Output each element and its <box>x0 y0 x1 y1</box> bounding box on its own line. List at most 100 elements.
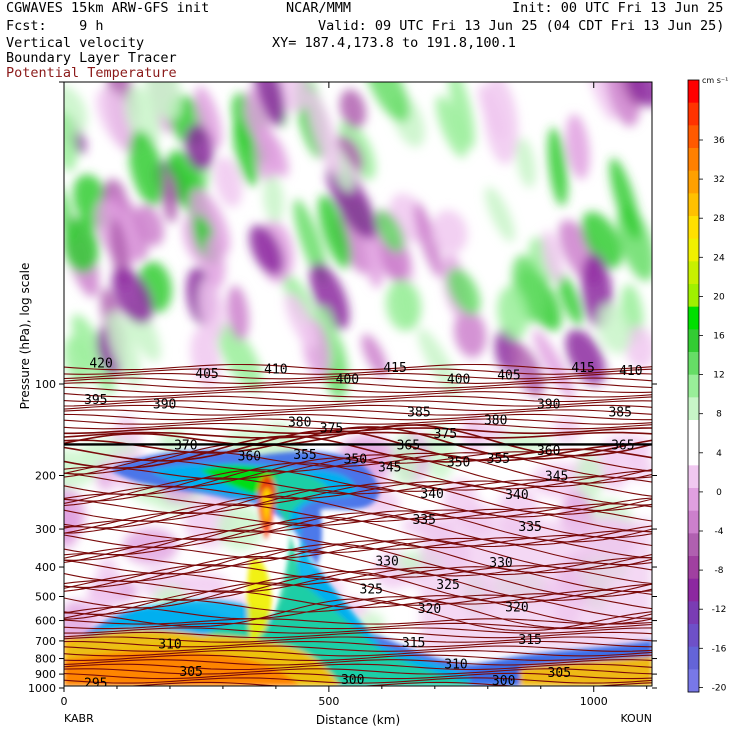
theta-contour <box>64 548 652 582</box>
theta-label-text: 355 <box>487 452 510 467</box>
colorbar-swatch <box>688 533 699 557</box>
theta-label: 400 <box>336 373 359 388</box>
theta-contour <box>64 368 652 375</box>
theta-label-text: 415 <box>571 361 594 376</box>
theta-contour <box>64 512 652 546</box>
theta-contour <box>64 564 652 593</box>
colorbar-swatch <box>688 80 699 104</box>
theta-label: 335 <box>518 520 541 535</box>
colorbar-tick-label: 28 <box>713 214 725 224</box>
theta-label: 295 <box>84 677 107 686</box>
theta-label: 360 <box>537 444 560 459</box>
velocity-cell <box>309 262 350 330</box>
y-tick-label: 1000 <box>28 682 56 695</box>
velocity-cell <box>232 118 259 187</box>
velocity-cell <box>194 86 223 149</box>
velocity-cell <box>485 186 515 242</box>
velocity-cell <box>609 158 641 241</box>
colorbar-swatch <box>688 374 699 398</box>
theta-contour <box>64 645 652 652</box>
velocity-cell <box>227 285 249 341</box>
velocity-cell <box>375 210 405 253</box>
colorbar-tick-label: -8 <box>715 566 724 576</box>
tracer-shade <box>64 463 500 686</box>
x-tick-label: 1000 <box>580 695 608 708</box>
theta-label-text: 320 <box>505 601 528 616</box>
colorbar-swatch <box>688 125 699 149</box>
theta-label-text: 325 <box>360 582 383 597</box>
theta-label-text: 330 <box>489 556 512 571</box>
theta-label: 340 <box>420 487 443 502</box>
theta-contour <box>64 677 652 684</box>
colorbar-tick-label: -20 <box>712 683 727 693</box>
theta-contour <box>64 435 652 469</box>
theta-contour <box>64 426 652 460</box>
theta-label: 385 <box>407 405 430 420</box>
theta-label-text: 405 <box>497 368 520 383</box>
velocity-cell <box>64 218 100 273</box>
velocity-cell <box>64 336 90 385</box>
colorbar-swatch <box>688 624 699 648</box>
theta-contour <box>64 566 652 598</box>
theta-label-text: 420 <box>89 357 112 372</box>
velocity-cell <box>64 84 88 135</box>
colorbar-swatch <box>688 556 699 580</box>
theta-contour <box>64 654 652 661</box>
theta-contour <box>64 672 652 680</box>
theta-label: 375 <box>320 421 343 436</box>
y-tick-label: 700 <box>35 635 56 648</box>
theta-contour <box>64 484 652 518</box>
velocity-cell <box>552 417 581 444</box>
colorbar-swatch <box>688 669 699 693</box>
theta-label-text: 375 <box>434 427 457 442</box>
velocity-cell <box>497 286 529 340</box>
x-tick-label: 500 <box>318 695 339 708</box>
theta-contour <box>64 454 652 488</box>
velocity-cell <box>624 326 652 369</box>
velocity-cell <box>64 449 98 489</box>
theta-label-text: 405 <box>195 367 218 382</box>
velocity-cell <box>447 267 481 315</box>
theta-contour <box>64 595 652 625</box>
theta-contour <box>64 640 652 648</box>
colorbar-tick-label: 8 <box>716 410 722 420</box>
theta-label-text: 320 <box>418 602 441 617</box>
theta-label: 360 <box>238 450 261 465</box>
theta-label-text: 395 <box>84 393 107 408</box>
velocity-cell <box>547 127 568 206</box>
colorbar-swatch <box>688 170 699 194</box>
theta-contour <box>64 462 652 496</box>
theta-contour <box>64 481 652 511</box>
x-axis-label: Distance (km) <box>316 713 400 727</box>
theta-label: 355 <box>487 452 510 467</box>
theta-label-text: 350 <box>344 453 367 468</box>
theta-label: 420 <box>89 357 112 372</box>
theta-label-text: 400 <box>447 373 470 388</box>
theta-label: 315 <box>402 636 425 651</box>
theta-label: 415 <box>571 361 594 376</box>
colorbar-swatch <box>688 102 699 126</box>
theta-contour <box>64 451 652 479</box>
velocity-cell <box>217 323 263 391</box>
colorbar-swatch <box>688 352 699 376</box>
theta-label: 345 <box>545 470 568 485</box>
potential-temperature-contours: 420 405 410 400 415 400 405 415 410 395 390 380 385 3… <box>64 357 652 686</box>
theta-label-text: 315 <box>518 633 541 648</box>
theta-contour <box>64 522 652 556</box>
theta-contour <box>64 618 652 625</box>
theta-contour <box>64 382 652 389</box>
velocity-cell <box>385 279 422 332</box>
colorbar-swatch <box>688 238 699 262</box>
velocity-cell <box>190 327 221 387</box>
theta-label: 380 <box>484 414 507 429</box>
theta-contour <box>64 422 652 430</box>
theta-label-text: 315 <box>402 636 425 651</box>
colorbar-tick-label: -16 <box>712 644 727 654</box>
velocity-cell <box>252 82 286 127</box>
velocity-cell <box>448 82 475 150</box>
velocity-cell <box>306 90 342 176</box>
theta-label: 395 <box>84 393 107 408</box>
theta-label: 415 <box>383 361 406 376</box>
y-axis-label: Pressure (hPa), log scale <box>18 263 32 410</box>
